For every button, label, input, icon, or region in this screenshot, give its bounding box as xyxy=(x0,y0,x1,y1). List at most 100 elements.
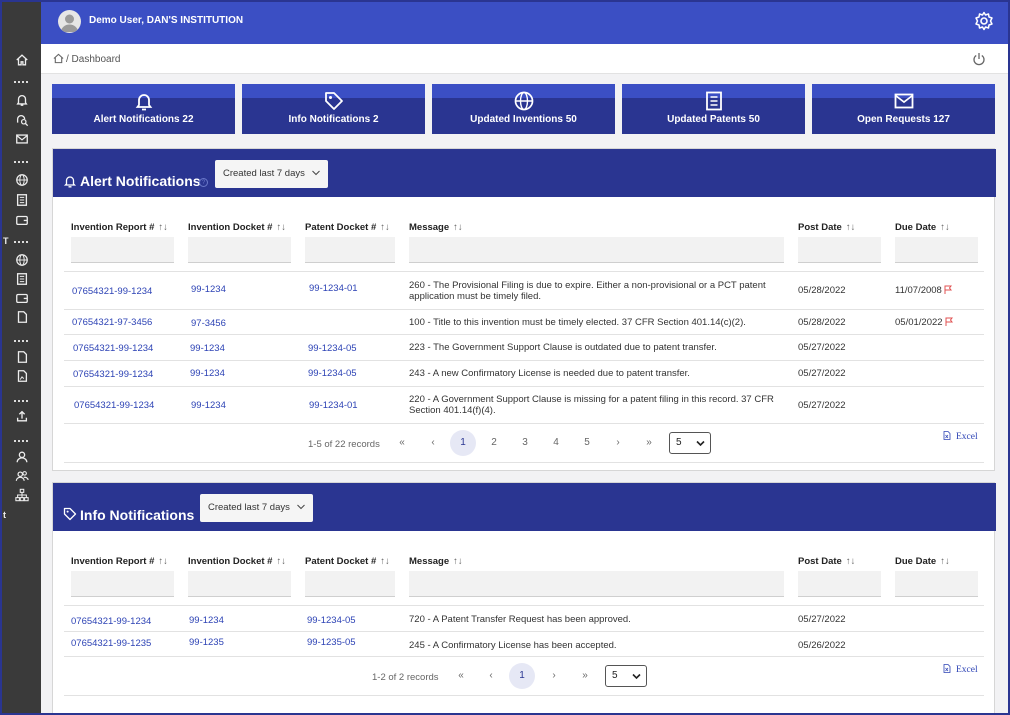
col-due-date[interactable]: Due Date ↑↓ xyxy=(895,556,950,567)
tile-info-notifications[interactable]: Info Notifications 2 xyxy=(242,84,425,134)
gear-icon[interactable] xyxy=(974,11,994,31)
filter-input-invention-report[interactable] xyxy=(71,571,174,597)
avatar[interactable] xyxy=(58,10,81,33)
invention-report-link[interactable]: 07654321-99-1235 xyxy=(71,638,152,649)
tile-updated-patents[interactable]: Updated Patents 50 xyxy=(622,84,805,134)
filter-input-invention-report[interactable] xyxy=(71,237,174,263)
sidebar-wallet-2[interactable] xyxy=(2,290,41,306)
sidebar-organization[interactable] xyxy=(2,487,41,503)
excel-export-button[interactable]: Excel xyxy=(943,431,978,442)
invention-docket-link[interactable]: 99-1234 xyxy=(190,343,225,354)
col-invention-report[interactable]: Invention Report # ↑↓ xyxy=(71,556,168,567)
last-page-button[interactable]: » xyxy=(646,437,652,448)
filter-input-post-date[interactable] xyxy=(798,237,881,263)
prev-page-button[interactable]: ‹ xyxy=(489,670,493,681)
col-patent-docket[interactable]: Patent Docket # ↑↓ xyxy=(305,222,390,233)
filter-input-invention-docket[interactable] xyxy=(188,237,291,263)
invention-docket-link[interactable]: 99-1234 xyxy=(190,368,225,379)
col-due-date[interactable]: Due Date ↑↓ xyxy=(895,222,950,233)
filter-input-patent-docket[interactable] xyxy=(305,237,395,263)
filter-label: Created last 7 days xyxy=(223,168,305,179)
page-button-1[interactable]: 1 xyxy=(509,663,535,689)
row-divider xyxy=(64,656,984,657)
sidebar-marker-2: t xyxy=(3,510,6,520)
chevron-down-icon xyxy=(632,673,641,680)
invention-docket-link[interactable]: 99-1235 xyxy=(189,637,224,648)
col-patent-docket[interactable]: Patent Docket # ↑↓ xyxy=(305,556,390,567)
patent-docket-link[interactable]: 99-1234-05 xyxy=(308,343,357,354)
invention-docket-link[interactable]: 99-1234 xyxy=(191,284,226,295)
invention-docket-link[interactable]: 99-1234 xyxy=(191,400,226,411)
next-page-button[interactable]: › xyxy=(552,670,556,681)
page-button-2[interactable]: 2 xyxy=(491,437,497,448)
invention-docket-link[interactable]: 99-1234 xyxy=(189,615,224,626)
col-invention-docket[interactable]: Invention Docket # ↑↓ xyxy=(188,222,286,233)
col-message[interactable]: Message ↑↓ xyxy=(409,556,463,567)
sidebar-search-alerts[interactable] xyxy=(2,112,41,128)
filter-input-message[interactable] xyxy=(409,571,784,597)
invention-report-link[interactable]: 07654321-99-1234 xyxy=(73,369,154,380)
sidebar-users[interactable] xyxy=(2,468,41,484)
invention-report-link[interactable]: 07654321-99-1234 xyxy=(71,616,152,627)
last-page-button[interactable]: » xyxy=(582,670,588,681)
first-page-button[interactable]: « xyxy=(399,437,405,448)
invention-report-link[interactable]: 07654321-99-1234 xyxy=(74,400,155,411)
tile-open-requests[interactable]: Open Requests 127 xyxy=(812,84,995,134)
prev-page-button[interactable]: ‹ xyxy=(431,437,435,448)
patent-docket-link[interactable]: 99-1234-05 xyxy=(307,615,356,626)
sidebar-alerts[interactable] xyxy=(2,92,41,108)
sidebar-inventions[interactable] xyxy=(2,172,41,188)
tile-updated-inventions[interactable]: Updated Inventions 50 xyxy=(432,84,615,134)
patent-docket-link[interactable]: 99-1235-05 xyxy=(307,637,356,648)
sidebar-messages[interactable] xyxy=(2,131,41,147)
invention-docket-link[interactable]: 97-3456 xyxy=(191,318,226,329)
page-button-4[interactable]: 4 xyxy=(553,437,559,448)
page-button-1[interactable]: 1 xyxy=(450,430,476,456)
sidebar-wallet[interactable] xyxy=(2,212,41,228)
filter-input-post-date[interactable] xyxy=(798,571,881,597)
date-filter-dropdown[interactable]: Created last 7 days xyxy=(200,494,313,522)
sidebar-inventions-2[interactable] xyxy=(2,252,41,268)
home-icon[interactable] xyxy=(53,53,64,64)
col-post-date[interactable]: Post Date ↑↓ xyxy=(798,556,856,567)
patent-docket-link[interactable]: 99-1234-01 xyxy=(309,283,358,294)
sidebar-divider xyxy=(14,161,28,164)
patent-docket-link[interactable]: 99-1234-01 xyxy=(309,400,358,411)
sidebar-documents[interactable] xyxy=(2,309,41,325)
sidebar-home[interactable] xyxy=(2,52,41,68)
sidebar: T t xyxy=(2,2,41,713)
first-page-button[interactable]: « xyxy=(458,670,464,681)
filter-input-message[interactable] xyxy=(409,237,784,263)
filter-input-invention-docket[interactable] xyxy=(188,571,291,597)
sidebar-reports[interactable] xyxy=(2,368,41,384)
col-invention-docket[interactable]: Invention Docket # ↑↓ xyxy=(188,556,286,567)
invention-report-link[interactable]: 07654321-99-1234 xyxy=(72,286,153,297)
sidebar-files[interactable] xyxy=(2,349,41,365)
tag-icon xyxy=(324,92,343,110)
power-icon[interactable] xyxy=(972,52,986,66)
page-button-5[interactable]: 5 xyxy=(584,437,590,448)
sidebar-user[interactable] xyxy=(2,449,41,465)
invention-report-link[interactable]: 07654321-97-3456 xyxy=(72,317,153,328)
excel-export-button[interactable]: Excel xyxy=(943,664,978,675)
col-message[interactable]: Message ↑↓ xyxy=(409,222,463,233)
sidebar-upload[interactable] xyxy=(2,408,41,424)
patent-docket-link[interactable]: 99-1234-05 xyxy=(308,368,357,379)
filter-input-due-date[interactable] xyxy=(895,237,978,263)
filter-input-patent-docket[interactable] xyxy=(305,571,395,597)
next-page-button[interactable]: › xyxy=(616,437,620,448)
sidebar-patents-2[interactable] xyxy=(2,271,41,287)
filter-input-due-date[interactable] xyxy=(895,571,978,597)
col-post-date[interactable]: Post Date ↑↓ xyxy=(798,222,856,233)
help-icon[interactable]: ? xyxy=(199,178,208,187)
page-button-3[interactable]: 3 xyxy=(522,437,528,448)
breadcrumb[interactable]: / Dashboard xyxy=(66,54,121,65)
invention-report-link[interactable]: 07654321-99-1234 xyxy=(73,343,154,354)
sidebar-divider xyxy=(14,241,28,244)
date-filter-dropdown[interactable]: Created last 7 days xyxy=(215,160,328,188)
col-invention-report[interactable]: Invention Report # ↑↓ xyxy=(71,222,168,233)
page-size-select[interactable]: 5 xyxy=(669,432,711,454)
page-size-select[interactable]: 5 xyxy=(605,665,647,687)
sidebar-patents[interactable] xyxy=(2,192,41,208)
tile-alert-notifications[interactable]: Alert Notifications 22 xyxy=(52,84,235,134)
